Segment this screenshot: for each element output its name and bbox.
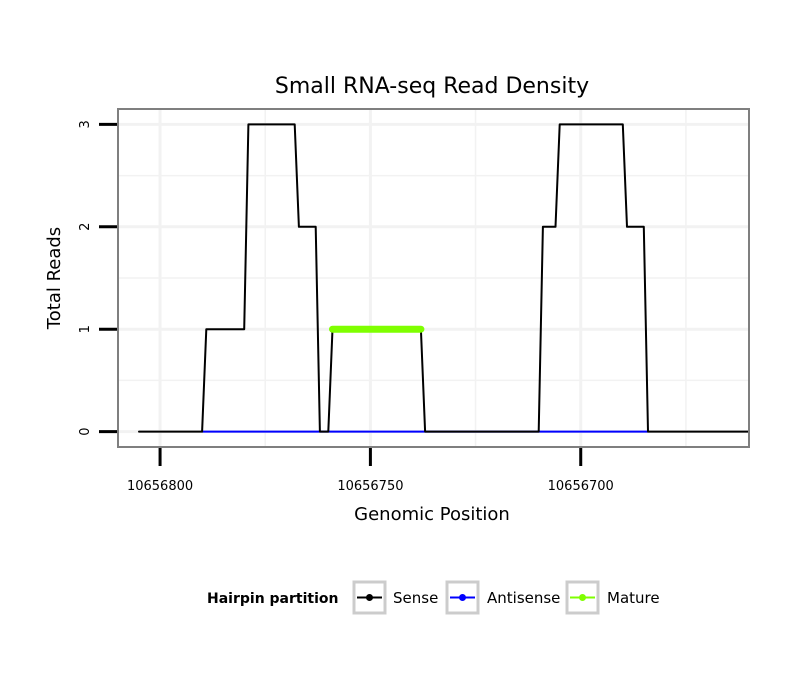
x-tick-label: 10656700	[548, 479, 614, 494]
series-layer	[138, 123, 750, 433]
legend: Hairpin partition Sense Antisense Mature	[207, 580, 660, 615]
legend-key-point-mature	[579, 594, 586, 601]
x-tick-label: 10656750	[337, 479, 403, 494]
x-tick-label: 10656800	[127, 479, 193, 494]
y-axis-title: Total Reads	[44, 227, 65, 330]
y-tick-label: 3	[78, 120, 93, 128]
chart-title: Small RNA-seq Read Density	[275, 74, 589, 99]
legend-label-sense: Sense	[393, 589, 438, 607]
legend-key-point-sense	[366, 594, 373, 601]
legend-items: Sense Antisense Mature	[352, 580, 660, 615]
legend-label-antisense: Antisense	[487, 589, 560, 607]
y-tick-label: 2	[78, 223, 93, 231]
plot-border	[117, 108, 750, 448]
x-axis: 10656800 10656750 10656700	[127, 448, 614, 494]
legend-key-point-antisense	[459, 594, 466, 601]
y-axis: 0 1 2 3	[78, 120, 117, 436]
legend-label-mature: Mature	[607, 589, 660, 607]
y-tick-label: 0	[78, 427, 93, 435]
legend-title: Hairpin partition	[207, 591, 338, 607]
y-tick-label: 1	[78, 325, 93, 333]
x-axis-title: Genomic Position	[354, 504, 510, 525]
